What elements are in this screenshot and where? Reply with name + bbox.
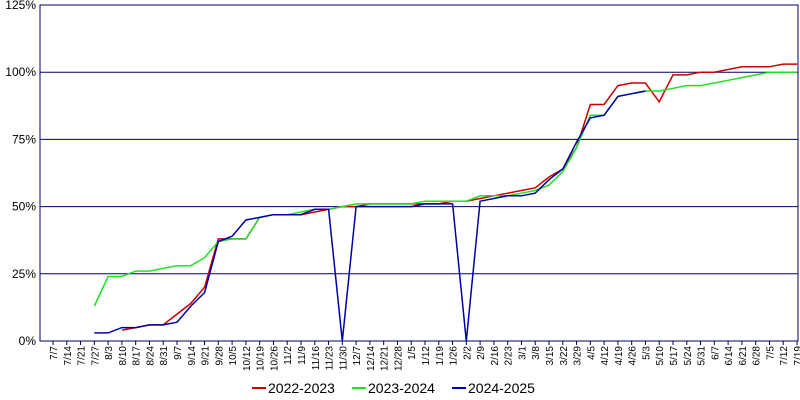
x-tick-label: 7/27 — [90, 346, 101, 366]
y-tick-label: 0% — [19, 334, 37, 348]
series-line — [93, 71, 797, 307]
y-tick-label: 50% — [12, 200, 36, 214]
x-tick-label: 12/28 — [393, 346, 404, 371]
x-tick-label: 4/26 — [628, 346, 639, 366]
x-tick-label: 6/7 — [710, 346, 721, 360]
x-tick-label: 7/5 — [765, 346, 776, 360]
x-tick-label: 6/14 — [724, 346, 735, 366]
x-tick-label: 7/12 — [779, 346, 790, 366]
legend-label: 2023-2024 — [368, 380, 435, 396]
x-tick-label: 1/12 — [421, 346, 432, 366]
x-tick-label: 7/14 — [63, 346, 74, 366]
x-tick-label: 2/9 — [476, 346, 487, 360]
x-tick-label: 9/14 — [187, 346, 198, 366]
x-tick-label: 11/16 — [311, 346, 322, 371]
x-tick-label: 10/5 — [228, 346, 239, 366]
x-tick-label: 3/1 — [517, 346, 528, 360]
x-tick-label: 8/31 — [159, 346, 170, 366]
x-tick-label: 8/3 — [104, 346, 115, 360]
x-tick-label: 3/15 — [545, 346, 556, 366]
x-tick-label: 9/21 — [201, 346, 212, 366]
x-tick-label: 8/17 — [132, 346, 143, 366]
y-tick-label: 25% — [12, 267, 36, 281]
x-tick-label: 4/5 — [586, 346, 597, 360]
x-tick-label: 4/12 — [600, 346, 611, 366]
plot-area — [39, 4, 799, 342]
x-tick-label: 10/19 — [256, 346, 267, 371]
y-tick-label: 100% — [5, 65, 36, 79]
x-tick-label: 2/23 — [504, 346, 515, 366]
legend-label: 2024-2025 — [468, 380, 535, 396]
x-tick-label: 7/21 — [77, 346, 88, 366]
x-tick-label: 3/22 — [559, 346, 570, 366]
x-tick-label: 11/23 — [325, 346, 336, 371]
x-tick-label: 10/26 — [269, 346, 280, 371]
x-tick-label: 1/26 — [449, 346, 460, 366]
x-tick-label: 9/7 — [173, 346, 184, 360]
x-tick-label: 8/10 — [118, 346, 129, 366]
x-tick-label: 12/14 — [366, 346, 377, 371]
x-tick-label: 1/19 — [435, 346, 446, 366]
x-tick-label: 7/19 — [793, 346, 800, 366]
x-tick-label: 10/12 — [242, 346, 253, 371]
x-tick-label: 2/2 — [462, 346, 473, 360]
x-tick-label: 2/16 — [490, 346, 501, 366]
x-tick-label: 7/7 — [49, 346, 60, 360]
series-line — [94, 90, 646, 342]
x-tick-label: 11/30 — [338, 346, 349, 371]
x-tick-label: 5/17 — [669, 346, 680, 366]
x-tick-label: 5/10 — [655, 346, 666, 366]
x-tick-label: 5/31 — [697, 346, 708, 366]
x-tick-label: 6/28 — [752, 346, 763, 366]
x-tick-label: 12/21 — [380, 346, 391, 371]
x-tick-label: 5/24 — [683, 346, 694, 366]
x-tick-label: 11/9 — [297, 346, 308, 365]
x-tick-label: 4/19 — [614, 346, 625, 366]
x-tick-label: 12/7 — [352, 346, 363, 366]
x-tick-label: 6/21 — [738, 346, 749, 366]
x-tick-label: 1/5 — [407, 346, 418, 360]
x-tick-label: 11/2 — [283, 346, 294, 365]
x-tick-label: 3/8 — [531, 346, 542, 360]
x-tick-label: 8/24 — [145, 346, 156, 366]
legend-label: 2022-2023 — [268, 380, 335, 396]
x-tick-label: 9/28 — [214, 346, 225, 366]
y-tick-label: 125% — [5, 0, 36, 12]
x-tick-label: 3/29 — [573, 346, 584, 366]
x-tick-label: 5/3 — [641, 346, 652, 360]
y-tick-label: 75% — [12, 132, 36, 146]
